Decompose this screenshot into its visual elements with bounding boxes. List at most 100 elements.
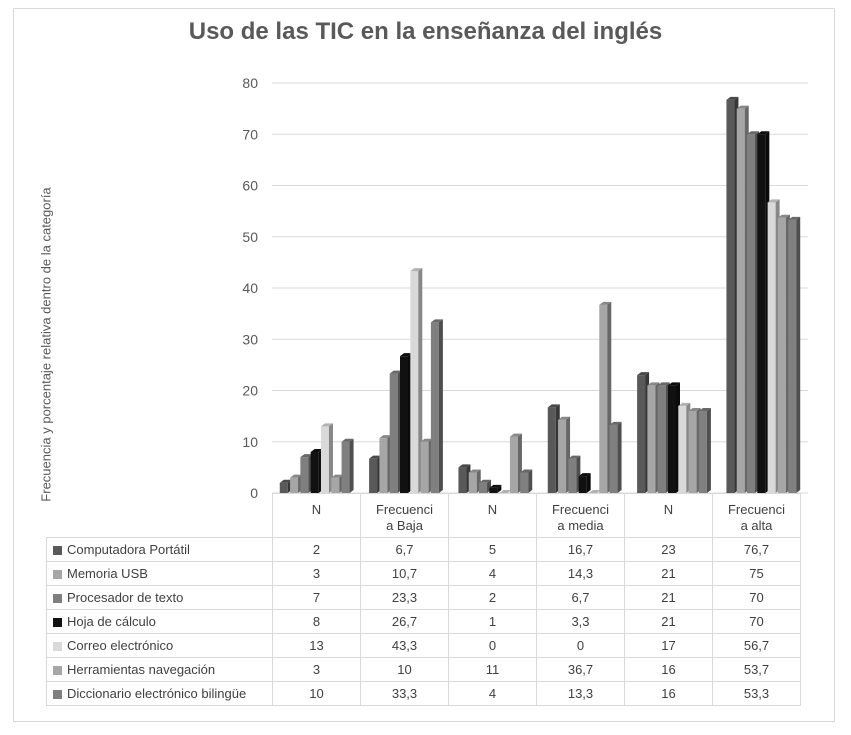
category-label-line2: a alta [740, 518, 773, 533]
bar [300, 454, 313, 493]
bar [747, 131, 760, 493]
bar [568, 455, 581, 493]
category-label-line2: a Baja [386, 518, 423, 533]
table-cell-value: 2 [272, 537, 361, 562]
table-cell-value: 3 [272, 561, 361, 586]
y-tick-label: 50 [242, 229, 258, 245]
category-label-line1: N [663, 502, 674, 517]
bar [458, 464, 471, 493]
table-cell-value: 21 [624, 585, 713, 610]
table-cell-value: 23,3 [360, 585, 449, 610]
bar [578, 473, 591, 493]
table-cell-value: 53,7 [712, 657, 801, 682]
table-cell-value: 14,3 [536, 561, 625, 586]
category-label-line1: N [487, 502, 498, 517]
table-cell-value: 7 [272, 585, 361, 610]
data-table-row: Procesador de texto 7 23,3 2 6,7 21 70 [46, 585, 801, 610]
category-label-line1: Frecuenci [727, 502, 786, 517]
table-cell-value: 5 [448, 537, 537, 562]
category-header: N [272, 493, 361, 538]
category-label-line2: a media [557, 518, 604, 533]
table-cell-value: 3 [272, 657, 361, 682]
y-axis-ticks: 0 10 20 30 40 50 60 70 80 [242, 75, 258, 501]
y-tick-label: 40 [242, 280, 258, 296]
bar [389, 370, 402, 493]
category-header: Frecuenci a media [536, 493, 625, 538]
table-cell-value: 6,7 [536, 585, 625, 610]
category-label-line1: Frecuenci [551, 502, 610, 517]
legend-entry: Hoja de cálculo [46, 609, 273, 634]
table-cell-value: 26,7 [360, 609, 449, 634]
bar [290, 474, 303, 493]
bar [668, 382, 680, 493]
y-tick-label: 30 [242, 331, 258, 347]
table-cell-value: 1 [448, 609, 537, 634]
bars [279, 96, 801, 493]
y-tick-label: 60 [242, 178, 258, 194]
y-tick-label: 10 [242, 434, 258, 450]
table-cell-value: 8 [272, 609, 361, 634]
bar [757, 131, 770, 493]
table-cell-value: 16,7 [536, 537, 625, 562]
bar [320, 423, 333, 493]
bar [410, 268, 423, 493]
bar [736, 105, 749, 493]
bar [767, 199, 780, 493]
bar [331, 474, 344, 493]
data-table-corner [47, 494, 273, 538]
data-table-row: Diccionario electrónico bilingüe 10 33,3 4 1… [46, 681, 801, 706]
series-name: Correo electrónico [67, 638, 174, 653]
legend-key-icon [53, 570, 62, 580]
legend-key-icon [53, 690, 62, 700]
bar [369, 455, 382, 493]
table-cell-value: 0 [536, 633, 625, 658]
table-cell-value: 70 [712, 609, 801, 634]
table-cell-value: 36,7 [536, 657, 625, 682]
y-tick-label: 0 [250, 485, 258, 501]
legend-entry: Computadora Portátil [46, 537, 273, 562]
data-table-header-row: N Frecuenci a Baja N Frecuenci a media N Frecue… [47, 493, 801, 538]
data-table-row: Computadora Portátil 2 6,7 5 16,7 23 76,7 [46, 537, 801, 562]
bar [777, 214, 790, 493]
table-cell-value: 17 [624, 633, 713, 658]
y-tick-label: 80 [242, 75, 258, 91]
table-cell-value: 13 [272, 633, 361, 658]
category-label-line1: Frecuenci [375, 502, 434, 517]
legend-entry: Memoria USB [46, 561, 273, 586]
table-cell-value: 6,7 [360, 537, 449, 562]
y-tick-label: 20 [242, 383, 258, 399]
chart-title: Uso de las TIC en la enseñanza del inglé… [188, 18, 663, 45]
legend-entry: Diccionario electrónico bilingüe [46, 681, 273, 706]
legend-key-icon [53, 642, 62, 652]
data-table-row: Herramientas navegación 3 10 11 36,7 16 53,7 [46, 657, 801, 682]
bar [489, 484, 502, 493]
table-cell-value: 16 [624, 657, 713, 682]
data-table: N Frecuenci a Baja N Frecuenci a media N Frecue… [46, 493, 801, 706]
series-name: Procesador de texto [67, 590, 184, 605]
category-header: N [624, 493, 713, 538]
category-label-line1: N [311, 502, 322, 517]
bar [420, 438, 433, 493]
table-cell-value: 3,3 [536, 609, 625, 634]
table-cell-value: 56,7 [712, 633, 801, 658]
bar [468, 469, 481, 493]
bar [647, 382, 660, 493]
table-cell-value: 13,3 [536, 681, 625, 706]
legend-entry: Procesador de texto [46, 585, 273, 610]
table-cell-value: 23 [624, 537, 713, 562]
bar [609, 421, 622, 493]
data-table-row: Hoja de cálculo 8 26,7 1 3,3 21 70 [46, 609, 801, 634]
table-cell-value: 11 [448, 657, 537, 682]
table-cell-value: 43,3 [360, 633, 449, 658]
bar [310, 449, 323, 493]
legend-key-icon [53, 594, 62, 604]
category-header: Frecuenci a alta [712, 493, 801, 538]
legend-key-icon [53, 618, 62, 628]
bar [637, 372, 650, 493]
table-cell-value: 33,3 [360, 681, 449, 706]
data-table-row: Correo electrónico 13 43,3 0 0 17 56,7 [46, 633, 801, 658]
bar [279, 479, 292, 493]
bar [520, 469, 533, 493]
chart-frame [13, 8, 835, 722]
